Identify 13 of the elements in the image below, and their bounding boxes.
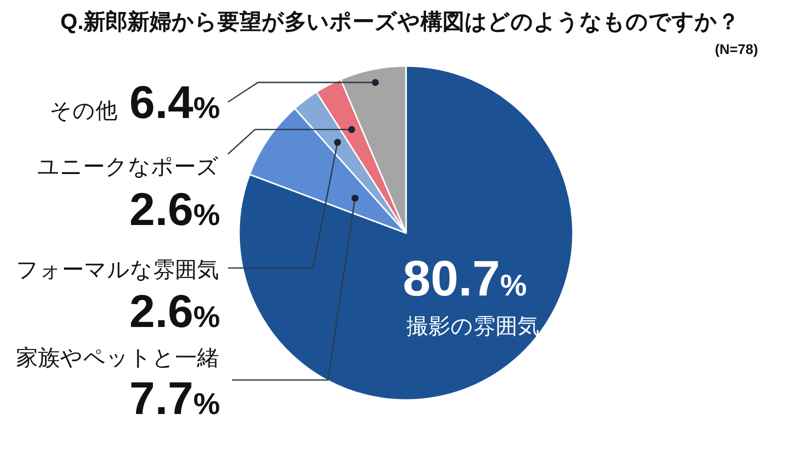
slice-label: ユニークなポーズ bbox=[37, 154, 219, 179]
data-label: 6.4% bbox=[129, 76, 220, 128]
data-label: 2.6% bbox=[129, 285, 220, 337]
pie-slice bbox=[238, 65, 574, 401]
data-label: 2.6% bbox=[129, 183, 220, 235]
text: (N=78) bbox=[714, 41, 758, 57]
data-label: 7.7% bbox=[129, 372, 220, 424]
slice-label: その他 bbox=[49, 98, 118, 123]
slice-label: 撮影の雰囲気 bbox=[406, 313, 540, 338]
chart-title: Q.新郎新婦から要望が多いポーズや構図はどのようなものですか？ bbox=[60, 9, 740, 34]
slice-label: 家族やペットと一緒 bbox=[16, 345, 219, 370]
data-label: 80.7% bbox=[402, 250, 527, 306]
slice-label: フォーマルな雰囲気 bbox=[16, 257, 219, 282]
